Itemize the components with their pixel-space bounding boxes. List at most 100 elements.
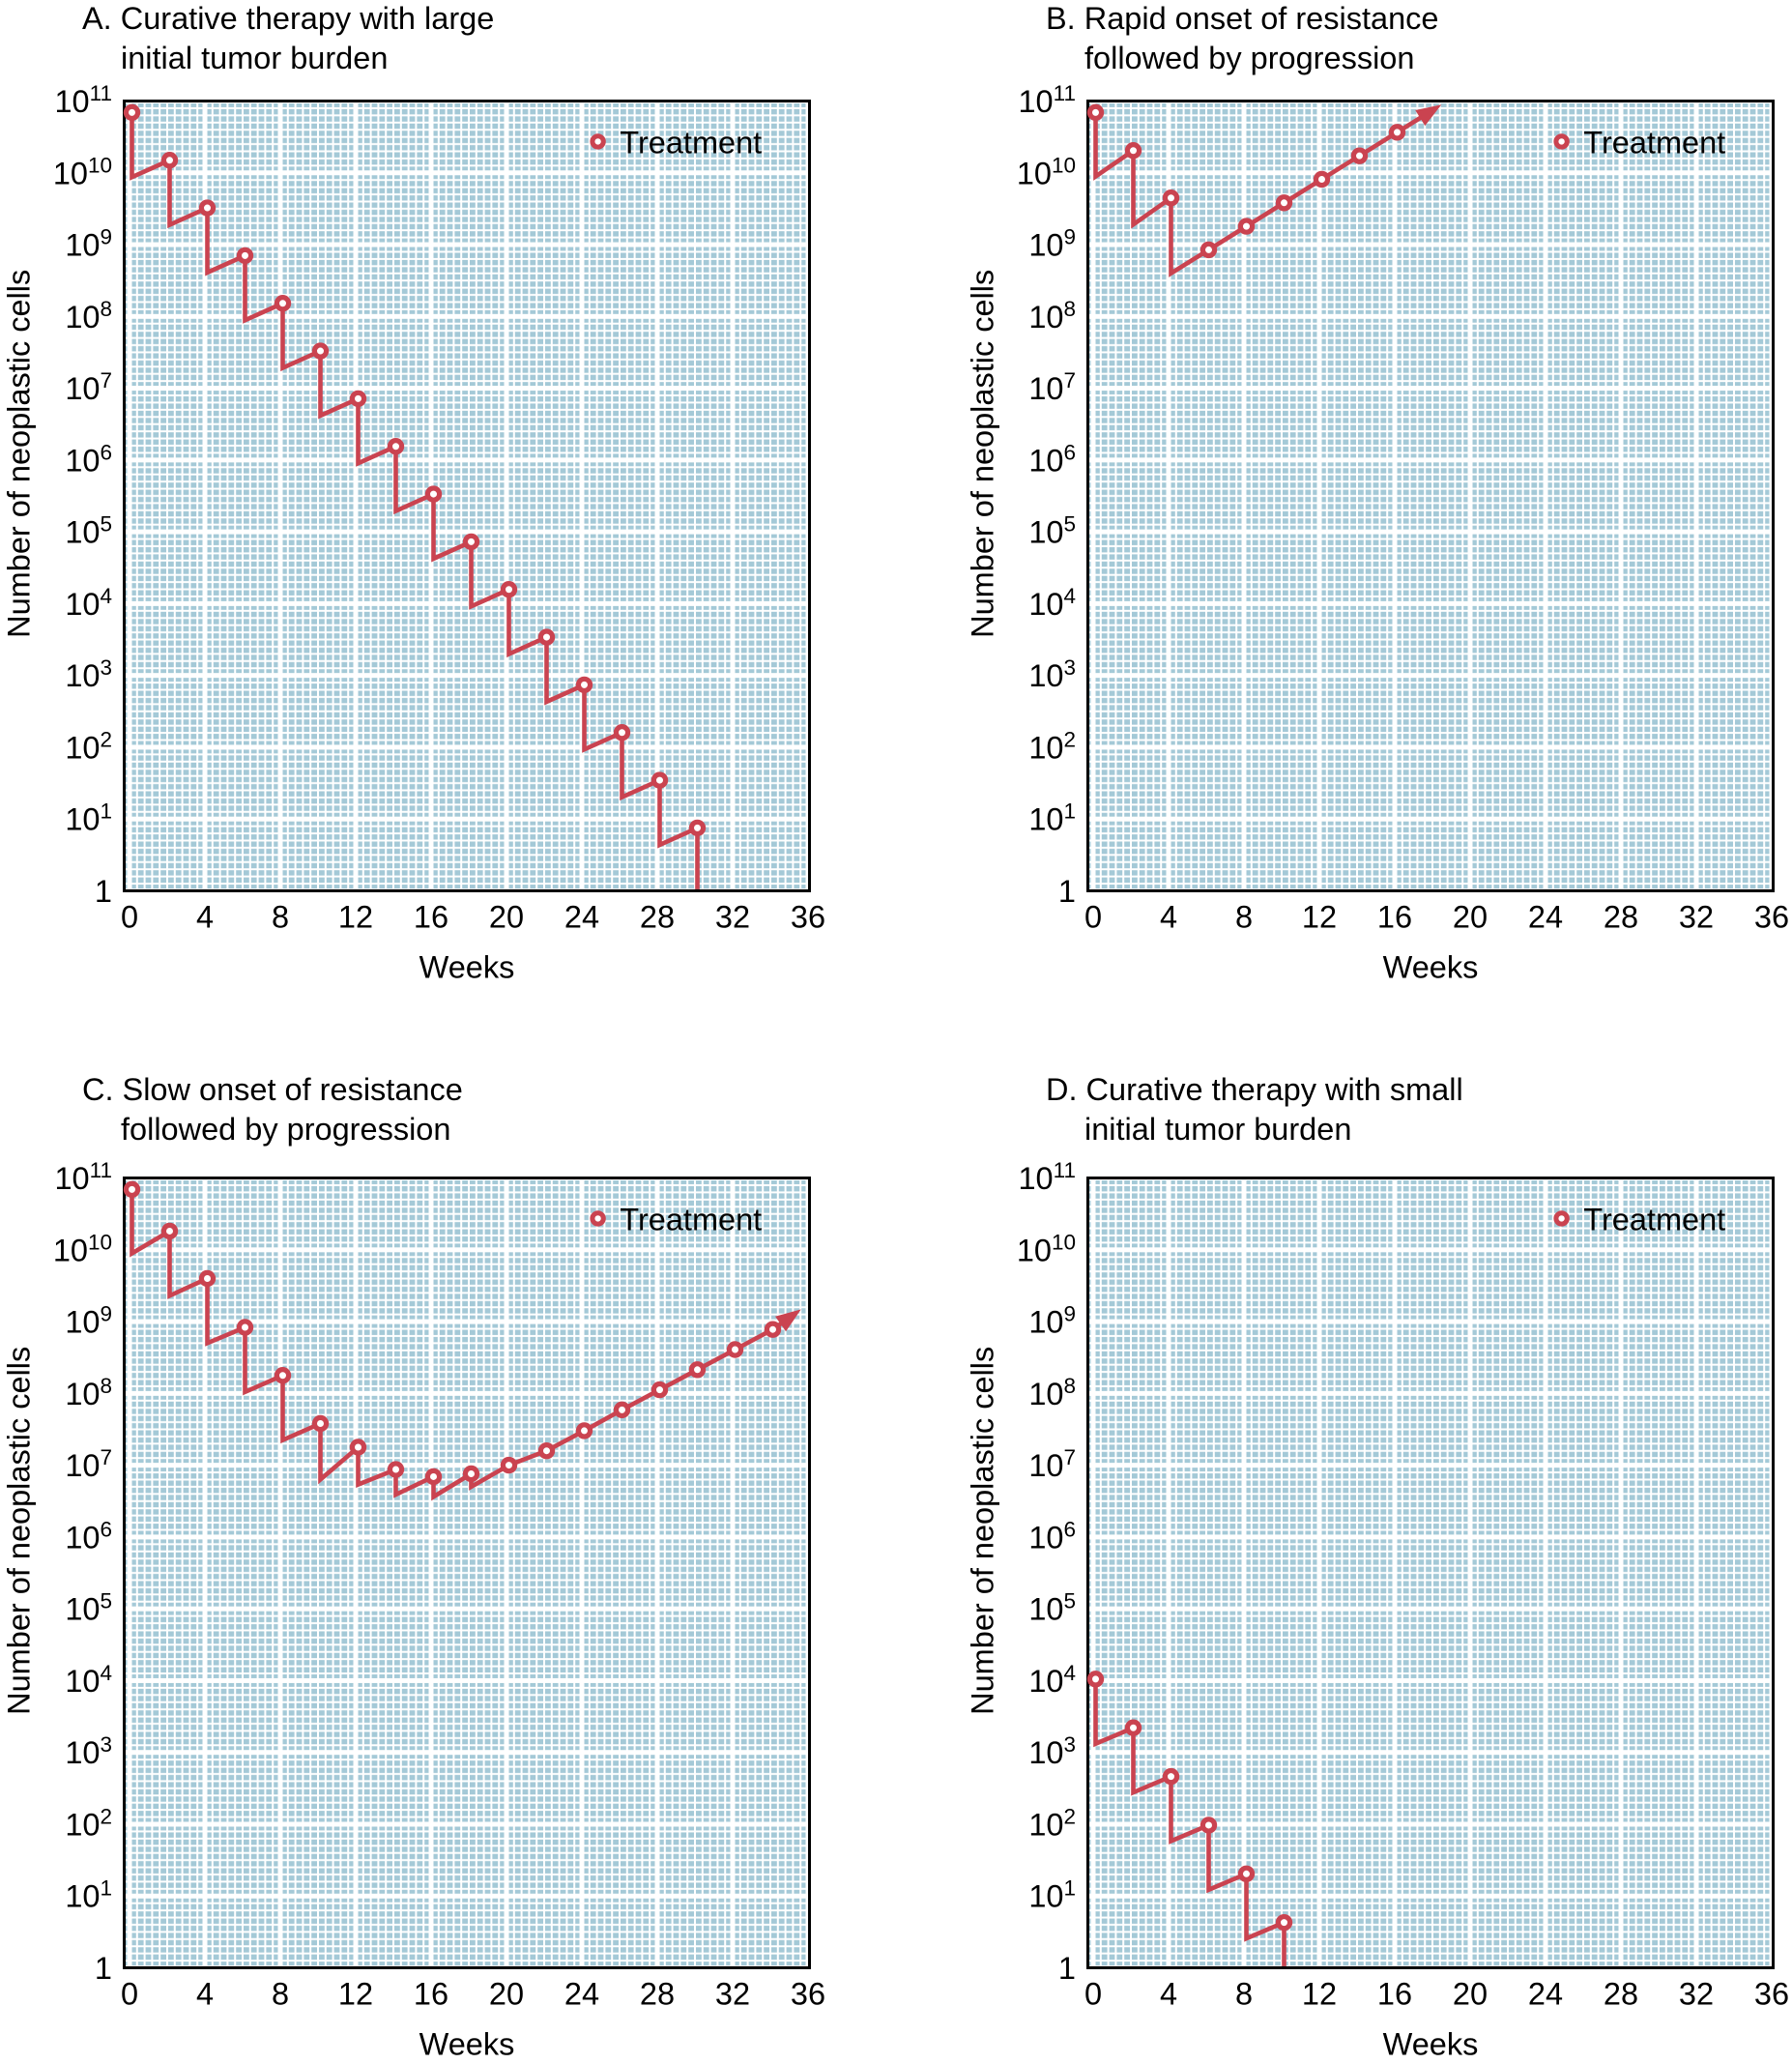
svg-text:103: 103 (1028, 655, 1076, 693)
svg-text:105: 105 (1028, 512, 1076, 550)
svg-text:followed by progression: followed by progression (1084, 41, 1414, 75)
svg-text:102: 102 (65, 727, 112, 765)
svg-text:Treatment: Treatment (620, 1202, 762, 1236)
svg-text:109: 109 (1028, 1302, 1076, 1340)
svg-text:36: 36 (791, 899, 825, 934)
svg-text:0: 0 (1084, 899, 1102, 934)
svg-text:105: 105 (1028, 1589, 1076, 1627)
svg-text:Number of neoplastic cells: Number of neoplastic cells (966, 1347, 1000, 1715)
svg-text:Number of neoplastic cells: Number of neoplastic cells (2, 270, 37, 638)
svg-text:1: 1 (1058, 1951, 1076, 1986)
svg-text:102: 102 (65, 1804, 112, 1842)
svg-text:1010: 1010 (53, 153, 112, 190)
svg-text:104: 104 (1028, 584, 1076, 622)
svg-text:103: 103 (65, 655, 112, 693)
svg-text:Weeks: Weeks (419, 949, 515, 984)
svg-text:108: 108 (65, 1374, 112, 1411)
svg-text:105: 105 (65, 512, 112, 550)
svg-text:32: 32 (1679, 899, 1714, 934)
svg-text:28: 28 (1604, 899, 1638, 934)
svg-text:Number of neoplastic cells: Number of neoplastic cells (2, 1347, 37, 1715)
svg-text:20: 20 (1453, 1976, 1488, 2011)
svg-text:109: 109 (1028, 225, 1076, 263)
svg-text:Treatment: Treatment (620, 125, 762, 160)
svg-text:1: 1 (95, 1951, 112, 1986)
svg-text:109: 109 (65, 225, 112, 263)
svg-text:1011: 1011 (1018, 1158, 1076, 1196)
svg-text:Weeks: Weeks (419, 2026, 515, 2061)
svg-text:101: 101 (1028, 799, 1076, 837)
svg-text:12: 12 (338, 1976, 373, 2011)
svg-text:103: 103 (1028, 1732, 1076, 1770)
svg-text:24: 24 (1528, 1976, 1563, 2011)
svg-text:C. Slow onset of resistance: C. Slow onset of resistance (82, 1072, 463, 1107)
svg-text:0: 0 (1084, 1976, 1102, 2011)
svg-text:followed by progression: followed by progression (121, 1112, 450, 1147)
svg-text:Number of neoplastic cells: Number of neoplastic cells (966, 270, 1000, 638)
svg-text:A. Curative therapy with large: A. Curative therapy with large (82, 1, 494, 36)
svg-text:28: 28 (640, 899, 675, 934)
svg-text:104: 104 (65, 1661, 112, 1699)
svg-text:106: 106 (65, 1517, 112, 1555)
svg-text:4: 4 (1160, 899, 1177, 934)
svg-text:36: 36 (1754, 899, 1789, 934)
svg-text:12: 12 (1302, 899, 1337, 934)
svg-text:8: 8 (1235, 899, 1253, 934)
svg-text:B. Rapid onset of resistance: B. Rapid onset of resistance (1046, 1, 1438, 36)
svg-text:24: 24 (564, 899, 599, 934)
svg-text:107: 107 (65, 1445, 112, 1483)
svg-text:106: 106 (1028, 440, 1076, 478)
svg-text:36: 36 (1754, 1976, 1789, 2011)
svg-text:4: 4 (196, 899, 214, 934)
svg-text:D. Curative therapy with small: D. Curative therapy with small (1046, 1072, 1463, 1107)
svg-text:108: 108 (1028, 297, 1076, 334)
svg-text:20: 20 (489, 899, 524, 934)
svg-text:101: 101 (1028, 1876, 1076, 1914)
svg-text:28: 28 (640, 1976, 675, 2011)
svg-text:104: 104 (1028, 1661, 1076, 1699)
svg-text:36: 36 (791, 1976, 825, 2011)
svg-text:106: 106 (1028, 1517, 1076, 1555)
svg-text:106: 106 (65, 440, 112, 478)
svg-text:102: 102 (1028, 1804, 1076, 1842)
svg-text:102: 102 (1028, 727, 1076, 765)
svg-text:109: 109 (65, 1302, 112, 1340)
svg-text:24: 24 (1528, 899, 1563, 934)
svg-text:Treatment: Treatment (1583, 125, 1725, 160)
svg-text:107: 107 (65, 368, 112, 406)
svg-text:16: 16 (1377, 899, 1412, 934)
svg-text:20: 20 (489, 1976, 524, 2011)
svg-text:12: 12 (338, 899, 373, 934)
svg-text:20: 20 (1453, 899, 1488, 934)
svg-text:12: 12 (1302, 1976, 1337, 2011)
svg-text:1: 1 (95, 874, 112, 909)
svg-text:initial tumor burden: initial tumor burden (1084, 1112, 1351, 1147)
svg-text:8: 8 (272, 1976, 289, 2011)
svg-text:101: 101 (65, 799, 112, 837)
svg-text:104: 104 (65, 584, 112, 622)
svg-text:101: 101 (65, 1876, 112, 1914)
svg-text:4: 4 (1160, 1976, 1177, 2011)
svg-text:4: 4 (196, 1976, 214, 2011)
svg-text:105: 105 (65, 1589, 112, 1627)
svg-text:24: 24 (564, 1976, 599, 2011)
svg-text:103: 103 (65, 1732, 112, 1770)
svg-text:1010: 1010 (1017, 1230, 1076, 1267)
svg-text:Weeks: Weeks (1383, 949, 1479, 984)
svg-text:1010: 1010 (53, 1230, 112, 1267)
svg-text:1011: 1011 (54, 81, 112, 119)
svg-text:initial tumor burden: initial tumor burden (121, 41, 388, 75)
svg-text:16: 16 (1377, 1976, 1412, 2011)
svg-text:32: 32 (1679, 1976, 1714, 2011)
svg-text:16: 16 (414, 899, 448, 934)
svg-text:32: 32 (715, 1976, 750, 2011)
svg-text:1010: 1010 (1017, 153, 1076, 190)
svg-text:16: 16 (414, 1976, 448, 2011)
svg-text:107: 107 (1028, 1445, 1076, 1483)
svg-text:0: 0 (121, 899, 138, 934)
svg-text:28: 28 (1604, 1976, 1638, 2011)
svg-text:108: 108 (65, 297, 112, 334)
svg-text:8: 8 (1235, 1976, 1253, 2011)
svg-text:8: 8 (272, 899, 289, 934)
svg-text:32: 32 (715, 899, 750, 934)
